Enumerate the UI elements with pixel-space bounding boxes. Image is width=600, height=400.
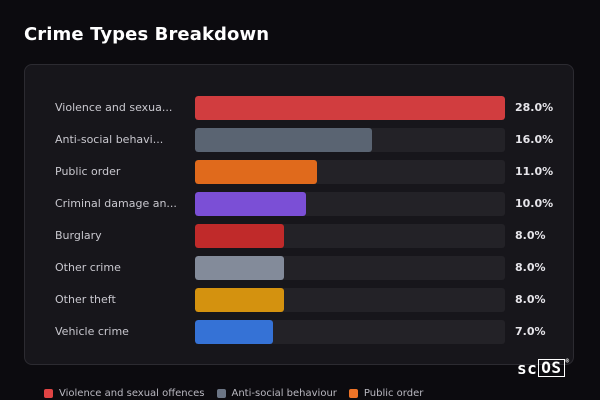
bar-row: Public order 11.0% <box>25 160 575 184</box>
bar <box>195 320 273 344</box>
bar-track <box>195 192 505 216</box>
bar-value-label: 8.0% <box>515 229 546 242</box>
bar-value-label: 16.0% <box>515 133 554 146</box>
bar-track <box>195 96 505 120</box>
bar-category-label: Other crime <box>55 261 121 274</box>
chart-panel: Violence and sexua... 28.0% Anti-social be… <box>24 64 574 365</box>
bar-row: Vehicle crime 7.0% <box>25 320 575 344</box>
bar <box>195 128 373 152</box>
legend-swatch <box>348 388 358 398</box>
bar-track <box>195 128 505 152</box>
legend-item: Violence and sexual offences <box>44 388 205 399</box>
bar-category-label: Public order <box>55 165 121 178</box>
legend-item: Public order <box>348 387 424 399</box>
watermark-registered-mark: ® <box>565 358 570 365</box>
bar-category-label: Other theft <box>55 293 116 306</box>
bar-row: Violence and sexua... 28.0% <box>25 96 575 120</box>
bar-row: Criminal damage an... 10.0% <box>25 192 575 216</box>
legend-item: Anti-social behaviour <box>216 387 337 399</box>
bar-value-label: 7.0% <box>515 325 546 338</box>
bar-track <box>195 320 505 344</box>
chart-title: Crime Types Breakdown <box>24 24 270 45</box>
bar-row: Other crime 8.0% <box>25 256 575 280</box>
watermark-boxed-text: OS <box>538 359 565 377</box>
legend-label: Anti-social behaviour <box>231 387 337 399</box>
bar-category-label: Burglary <box>55 229 102 242</box>
chart-legend: Violence and sexual offences Anti-social … <box>44 386 423 400</box>
bar-track <box>195 160 505 184</box>
bar-category-label: Criminal damage an... <box>55 197 177 210</box>
legend-label: Violence and sexual offences <box>59 387 205 399</box>
bar-track <box>195 288 505 312</box>
bar <box>195 256 284 280</box>
bar-category-label: Vehicle crime <box>55 325 129 338</box>
bar-value-label: 8.0% <box>515 261 546 274</box>
watermark-text: sc <box>517 358 538 378</box>
bar-value-label: 8.0% <box>515 293 546 306</box>
bar-row: Burglary 8.0% <box>25 224 575 248</box>
bar <box>195 288 284 312</box>
bar-row: Anti-social behavi... 16.0% <box>25 128 575 152</box>
bar <box>195 96 505 120</box>
legend-swatch <box>44 388 53 398</box>
bar <box>195 224 284 248</box>
bar-category-label: Violence and sexua... <box>55 101 173 114</box>
bar-value-label: 11.0% <box>515 165 554 178</box>
legend-swatch <box>216 388 226 398</box>
bar <box>195 192 306 216</box>
bar <box>195 160 317 184</box>
bar-value-label: 10.0% <box>515 197 554 210</box>
bar-value-label: 28.0% <box>515 101 554 114</box>
legend-label: Public order <box>363 387 424 399</box>
bar-category-label: Anti-social behavi... <box>55 133 164 146</box>
bar-track <box>195 256 505 280</box>
bar-row: Other theft 8.0% <box>25 288 575 312</box>
brand-watermark: sc OS ® <box>517 358 570 378</box>
bar-track <box>195 224 505 248</box>
